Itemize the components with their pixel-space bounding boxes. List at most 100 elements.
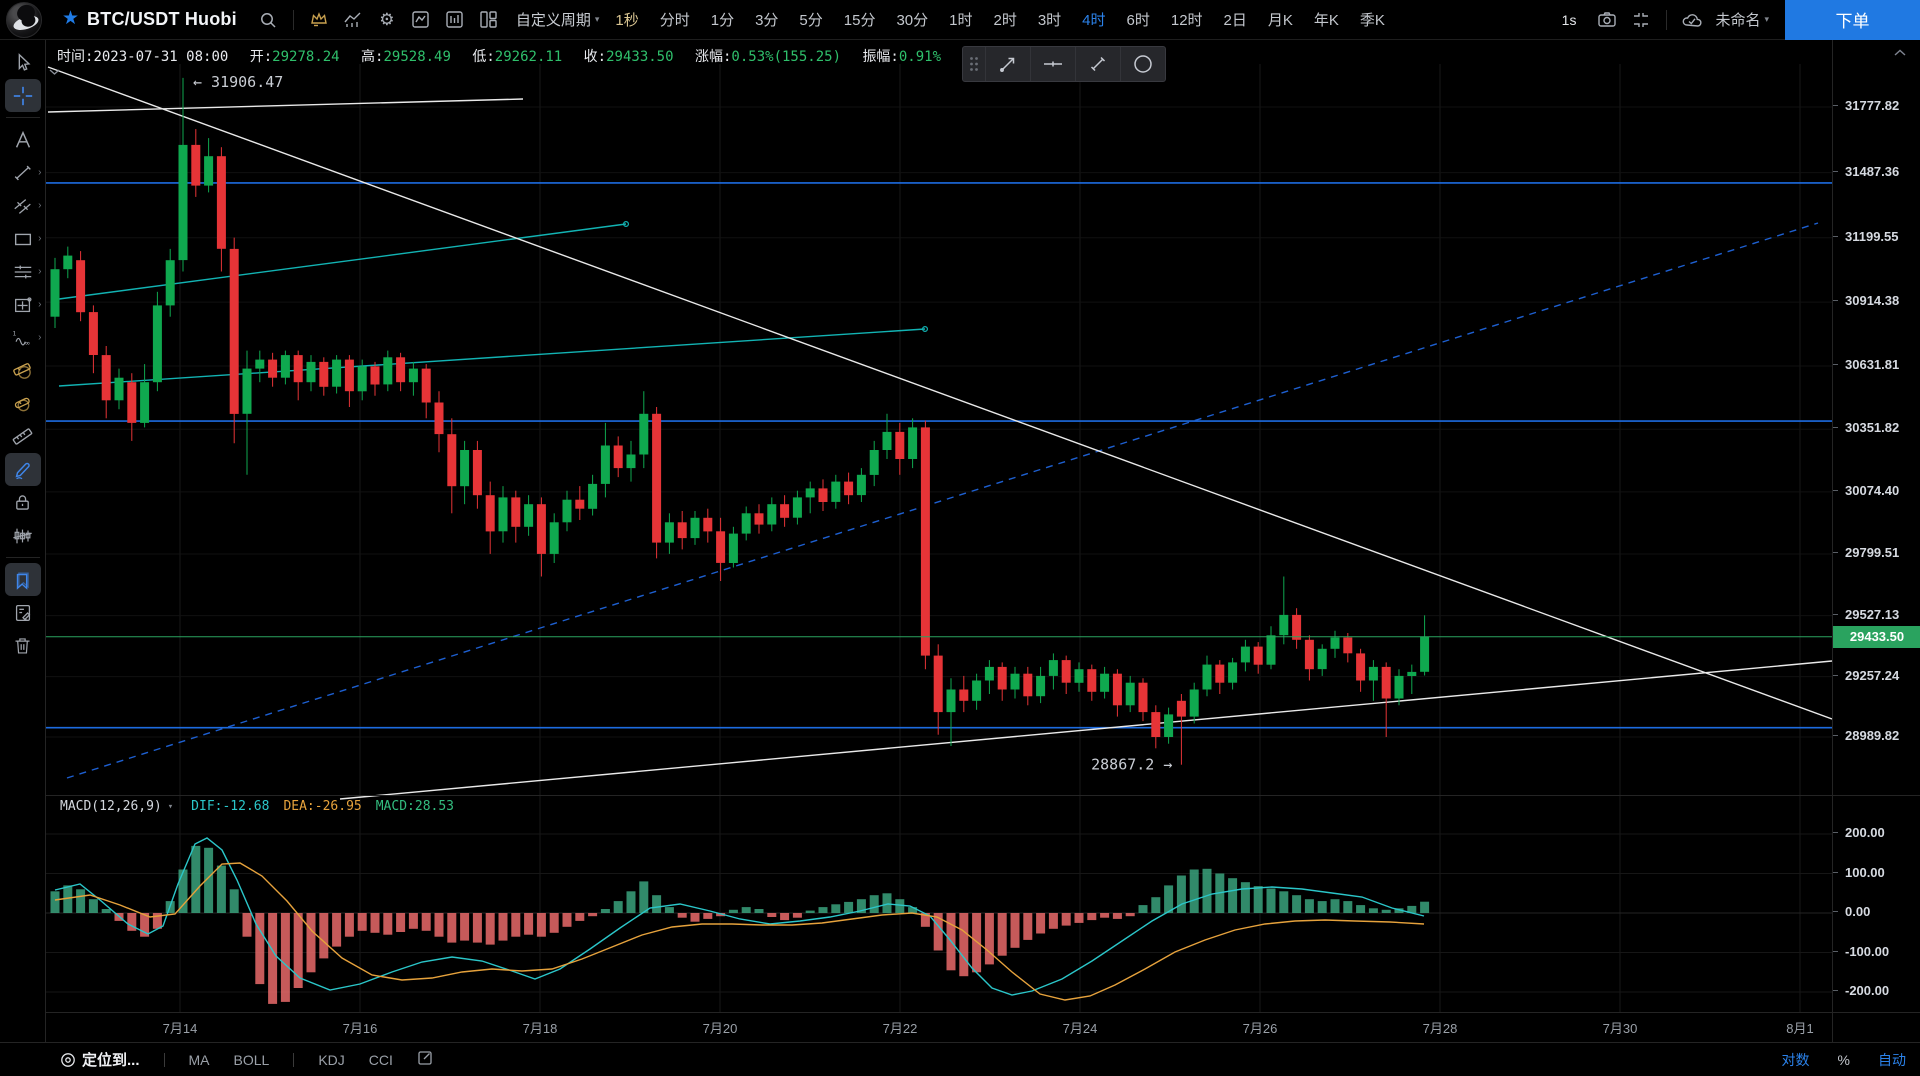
tool-rectangle[interactable]: › [5, 222, 42, 255]
draw-trend-arrow-button[interactable] [985, 47, 1030, 81]
cloud-save-icon[interactable] [1675, 0, 1709, 40]
panel-collapse-icon[interactable] [1893, 45, 1907, 63]
price-annotation[interactable]: 28867.2 → [1091, 756, 1172, 774]
timeframe-30分[interactable]: 30分 [896, 12, 929, 29]
tool-parallel-channel[interactable]: › [5, 189, 42, 222]
macd-title[interactable]: MACD(12,26,9) [60, 799, 162, 814]
tool-bookmark[interactable] [4, 563, 41, 596]
time-axis[interactable]: 7月14 7月16 7月18 7月20 7月22 7月24 7月26 7月28 7月30 8月1 [46, 1012, 1832, 1042]
place-order-button[interactable]: 下单 [1785, 0, 1920, 40]
ohlc-collapse-chevron-icon[interactable] [49, 63, 60, 81]
timeframe-年K[interactable]: 年K [1313, 12, 1339, 29]
layout-save-name[interactable]: 未命名 [1715, 12, 1761, 29]
macd-bar [370, 913, 380, 933]
draw-circle-button[interactable] [1120, 47, 1165, 81]
tool-pointer[interactable] [5, 46, 41, 79]
tool-trash[interactable] [5, 629, 41, 662]
indicator-chart-icon[interactable] [336, 0, 370, 40]
tool-trend-segment[interactable]: › [5, 156, 42, 189]
collapse-fullscreen-icon[interactable] [1624, 0, 1658, 40]
tool-gold-measure[interactable] [5, 354, 41, 387]
timeframe-12时[interactable]: 12时 [1170, 12, 1203, 29]
depth-panel-icon[interactable] [438, 0, 472, 40]
timeframe-季K[interactable]: 季K [1359, 12, 1385, 29]
teal-trendline[interactable] [58, 328, 926, 387]
draw-segment-button[interactable] [1075, 47, 1120, 81]
layout-icon[interactable] [472, 0, 506, 40]
tool-horizontal-levels[interactable]: › [5, 255, 42, 288]
main-chart-canvas[interactable]: ← 31906.47 28867.2 → [46, 40, 1832, 1012]
timeframe-3时[interactable]: 3时 [1037, 12, 1062, 29]
app-logo[interactable] [6, 1, 42, 38]
price-axis[interactable]: 31777.82 31487.36 31199.55 30914.38 30631.81… [1832, 40, 1920, 1042]
tool-grid-box[interactable]: › [5, 288, 42, 321]
panel-separator[interactable] [46, 795, 1920, 796]
white-trendline[interactable] [339, 660, 1832, 800]
timeframe-6时[interactable]: 6时 [1126, 12, 1150, 29]
tool-brush[interactable] [4, 453, 41, 486]
indicator-boll[interactable]: BOLL [233, 1051, 270, 1068]
macd-bar [1138, 905, 1148, 913]
refresh-interval-label[interactable]: 1s [1561, 11, 1577, 28]
tool-ruler[interactable] [5, 420, 41, 453]
macd-bar [1023, 913, 1033, 940]
price-annotation[interactable]: ← 31906.47 [193, 73, 283, 91]
timeframe-3分[interactable]: 3分 [755, 12, 779, 29]
timeframe-2时[interactable]: 2时 [993, 12, 1017, 29]
tool-crosshair[interactable] [4, 79, 41, 112]
tool-elliott-wave[interactable]: 1 ∞ › [5, 321, 41, 354]
candle-body [728, 533, 738, 563]
candle-body [229, 248, 239, 414]
candle-body [869, 450, 879, 475]
white-trendline[interactable] [47, 98, 524, 113]
timeframe-月K[interactable]: 月K [1267, 12, 1293, 29]
candle-body [1407, 671, 1417, 676]
chevron-right-icon: › [38, 266, 42, 277]
log-scale-toggle[interactable]: 对数 [1781, 1051, 1810, 1068]
favorite-star-icon[interactable]: ★ [62, 8, 80, 29]
custom-period-dropdown[interactable]: 自定义周期 ▾ [515, 12, 600, 29]
timeframe-4时[interactable]: 4时 [1082, 12, 1106, 29]
timeframe-1时[interactable]: 1时 [949, 12, 973, 29]
tool-order-note[interactable] [5, 596, 41, 629]
tool-text[interactable] [5, 123, 41, 156]
trendline-endpoint[interactable] [622, 221, 629, 228]
macd-bar [1228, 878, 1238, 913]
macd-bar [1330, 899, 1340, 913]
timeframe-1秒[interactable]: 1秒 [615, 12, 639, 29]
indicator-cci[interactable]: CCI [368, 1051, 393, 1068]
indicator-ma[interactable]: MA [188, 1051, 210, 1068]
chart-panel-icon[interactable] [404, 0, 438, 40]
indicator-kdj[interactable]: KDJ [318, 1051, 345, 1068]
screenshot-camera-icon[interactable] [1590, 0, 1624, 40]
trendline-endpoint[interactable] [921, 326, 928, 333]
vip-crown-icon[interactable] [302, 0, 336, 40]
timeframe-1分[interactable]: 1分 [710, 12, 735, 29]
symbol-title[interactable]: BTC/USDT Huobi [87, 9, 237, 29]
svg-text:∞: ∞ [25, 338, 30, 347]
candle-body [1228, 662, 1238, 683]
current-price-badge: 29433.50 [1833, 625, 1920, 648]
chevron-down-icon[interactable]: ▾ [167, 801, 174, 812]
draw-horizontal-line-button[interactable] [1030, 47, 1075, 81]
date-tick-label: 7月28 [1422, 1021, 1458, 1036]
teal-trendline[interactable] [58, 223, 627, 300]
search-icon[interactable] [251, 0, 285, 40]
timeframe-15分[interactable]: 15分 [843, 12, 876, 29]
settings-gear-icon[interactable]: ⚙ [379, 9, 395, 29]
edit-indicators-icon[interactable] [417, 1050, 433, 1069]
percent-scale-toggle[interactable]: % [1837, 1051, 1850, 1068]
locate-button[interactable]: 定位到... [60, 1049, 140, 1070]
open-value: 29278.24 [272, 49, 340, 65]
tool-gold-measure-2[interactable] [5, 387, 41, 420]
candle-body [76, 260, 86, 313]
tool-hide-drawings[interactable] [5, 519, 41, 552]
timeframe-分时[interactable]: 分时 [659, 12, 690, 29]
timeframe-2日[interactable]: 2日 [1223, 12, 1247, 29]
drag-handle-icon[interactable] [963, 47, 985, 81]
candle-body [127, 382, 137, 423]
auto-scale-toggle[interactable]: 自动 [1878, 1051, 1906, 1068]
tool-lock[interactable] [5, 486, 41, 519]
white-trendline[interactable] [47, 66, 1832, 720]
timeframe-5分[interactable]: 5分 [799, 12, 823, 29]
